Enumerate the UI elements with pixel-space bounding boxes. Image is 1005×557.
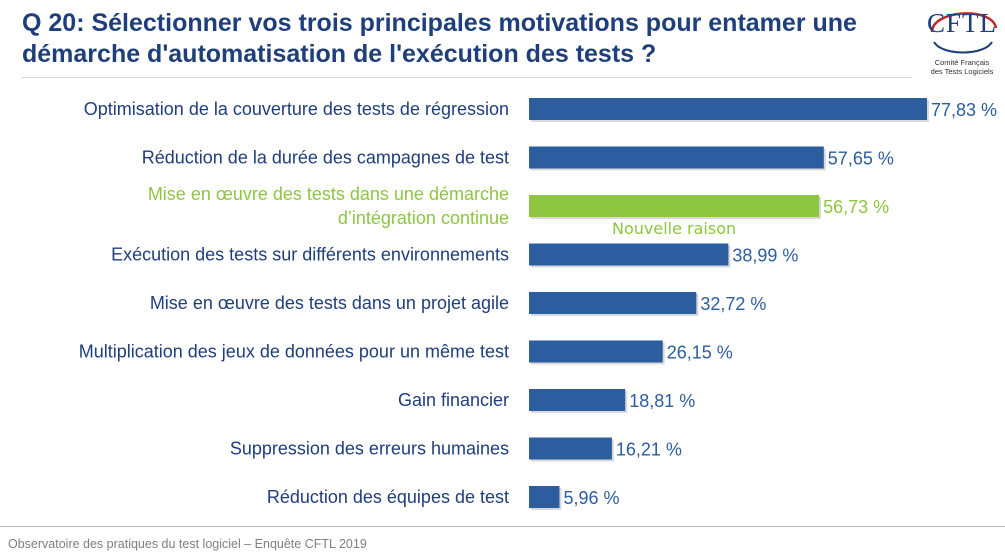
category-label: Gain financier	[398, 390, 509, 410]
category-label: Optimisation de la couverture des tests …	[84, 99, 509, 119]
page-title: Q 20: Sélectionner vos trois principales…	[22, 9, 857, 68]
category-label: d’intégration continue	[338, 208, 509, 228]
bar-value-label: 77,83 %	[931, 100, 997, 120]
category-label: Exécution des tests sur différents envir…	[111, 245, 509, 265]
bar-value-label: 16,21 %	[616, 440, 682, 460]
bar-value-label: 26,15 %	[667, 343, 733, 363]
category-label: Mise en œuvre des tests dans un projet a…	[150, 293, 509, 313]
annotation-label: Nouvelle raison	[612, 219, 736, 238]
bar	[529, 389, 626, 411]
bar-value-label: 56,73 %	[823, 197, 889, 217]
bar-value-label: 57,65 %	[828, 149, 894, 169]
bar	[529, 195, 820, 217]
bar-value-label: 5,96 %	[563, 488, 619, 508]
cftl-logo: CFTL Comité Français des Tests Logiciels	[922, 2, 1002, 78]
bar	[529, 340, 663, 363]
logo-subtitle-1: Comité Français	[934, 58, 990, 67]
bar	[529, 486, 560, 508]
bar-value-label: 32,72 %	[700, 294, 766, 314]
category-label: Multiplication des jeux de données pour …	[79, 342, 509, 362]
bar	[529, 243, 729, 266]
category-label: Mise en œuvre des tests dans une démarch…	[148, 184, 509, 204]
bar	[529, 437, 612, 460]
title-divider	[22, 77, 912, 78]
bar	[529, 98, 927, 120]
bar-value-label: 18,81 %	[629, 391, 695, 411]
footer-source: Observatoire des pratiques du test logic…	[8, 537, 367, 551]
logo-swoosh-icon	[930, 12, 998, 54]
bar-value-label: 38,99 %	[732, 246, 798, 266]
bar-chart: 77,83 % Optimisation de la couverture des…	[79, 98, 997, 510]
footer-divider	[0, 526, 1005, 527]
category-label: Réduction de la durée des campagnes de t…	[142, 148, 509, 168]
bar	[529, 146, 824, 169]
category-label: Suppression des erreurs humaines	[230, 439, 509, 459]
logo-subtitle-2: des Tests Logiciels	[930, 67, 994, 76]
bar	[529, 292, 697, 314]
logo-text: CFTL	[926, 8, 997, 38]
category-label: Réduction des équipes de test	[267, 487, 509, 507]
